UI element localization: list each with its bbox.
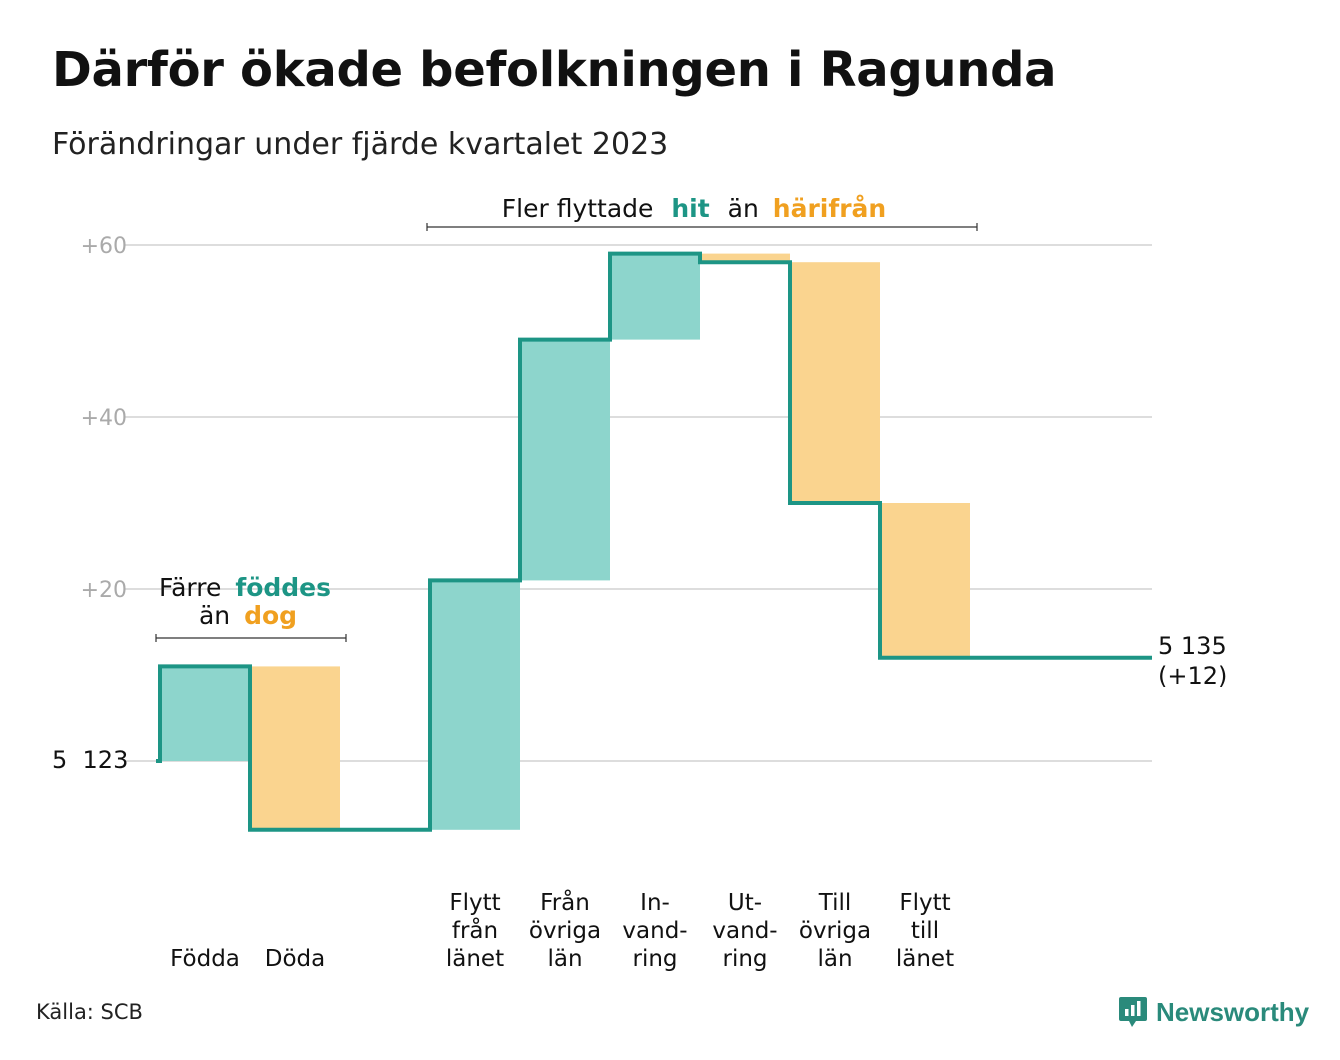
- category-label: Födda: [170, 946, 240, 972]
- bar-increase: [160, 666, 250, 761]
- annotation-text: än: [728, 194, 759, 223]
- bar-decrease: [880, 503, 970, 658]
- category-label: Till: [818, 890, 852, 916]
- category-label: övriga: [529, 918, 601, 944]
- waterfall-chart: +20+40+60 Födda DödaFlyttfrånlänetFrånövr…: [52, 194, 1227, 972]
- annotation-text: Färre: [159, 573, 221, 602]
- svg-text:Färre föddes: Färre föddes: [159, 573, 331, 602]
- annotation-highlight-in: hit: [671, 194, 709, 223]
- bar-increase: [430, 580, 520, 830]
- category-labels: Födda DödaFlyttfrånlänetFrånövrigalänIn-v…: [170, 888, 954, 972]
- bar-decrease: [700, 253, 790, 263]
- category-label: vand-: [622, 918, 687, 944]
- annotation-highlight-deaths: dog: [244, 601, 297, 630]
- brand-logo: Newsworthy: [1118, 994, 1309, 1030]
- bars: [160, 253, 970, 830]
- bar-decrease: [250, 666, 340, 830]
- category-label: Från: [540, 888, 590, 916]
- category-label: ring: [632, 946, 677, 972]
- annotation-bracket: [155, 634, 347, 642]
- annotation-highlight-out: härifrån: [773, 194, 886, 223]
- annotation-text: Fler flyttade: [502, 194, 654, 223]
- category-label: vand-: [712, 918, 777, 944]
- chart-title: Därför ökade befolkningen i Ragunda: [52, 42, 1057, 98]
- category-label: In-: [640, 890, 670, 916]
- y-tick-label: +20: [81, 578, 127, 603]
- annotation-bracket: [426, 223, 978, 231]
- category-label: Flytt: [449, 890, 500, 916]
- category-label: till: [911, 918, 939, 944]
- start-value-label: 5 123: [52, 746, 128, 774]
- category-label: ring: [722, 946, 767, 972]
- migration-annotation: Fler flyttade hit än härifrån: [426, 194, 978, 231]
- category-label: Ut-: [728, 890, 762, 916]
- end-change-label: (+12): [1158, 662, 1227, 690]
- cumulative-line-layer: [156, 251, 1152, 832]
- annotation-highlight-births: föddes: [235, 573, 331, 602]
- bar-increase: [610, 253, 700, 340]
- category-label: länet: [896, 946, 954, 972]
- bar-decrease: [790, 262, 880, 503]
- svg-text:än dog: än dog: [199, 601, 297, 630]
- category-label: länet: [446, 946, 504, 972]
- y-axis-ticks: +20 +40 +60: [81, 234, 127, 603]
- annotation-text: än: [199, 601, 230, 630]
- y-tick-label: +60: [81, 234, 127, 259]
- y-tick-label: +40: [81, 406, 127, 431]
- svg-text:Fler flyttade hit: Fler flyttade hit än härifrån: [502, 194, 886, 223]
- cumulative-line: [156, 251, 1152, 832]
- chart-subtitle: Förändringar under fjärde kvartalet 2023: [52, 127, 669, 162]
- category-label: Döda: [265, 946, 325, 972]
- newsworthy-icon: [1119, 997, 1147, 1027]
- bar-increase: [520, 339, 610, 581]
- end-value-label: 5 135: [1158, 632, 1227, 660]
- category-label: län: [817, 946, 852, 972]
- category-label: från: [452, 916, 498, 944]
- category-label: övriga: [799, 918, 871, 944]
- births-deaths-annotation: Färre föddes än dog: [155, 573, 347, 642]
- source-note: Källa: SCB: [36, 1000, 143, 1024]
- category-label: län: [547, 946, 582, 972]
- category-label: Flytt: [899, 890, 950, 916]
- brand-name: Newsworthy: [1156, 996, 1310, 1027]
